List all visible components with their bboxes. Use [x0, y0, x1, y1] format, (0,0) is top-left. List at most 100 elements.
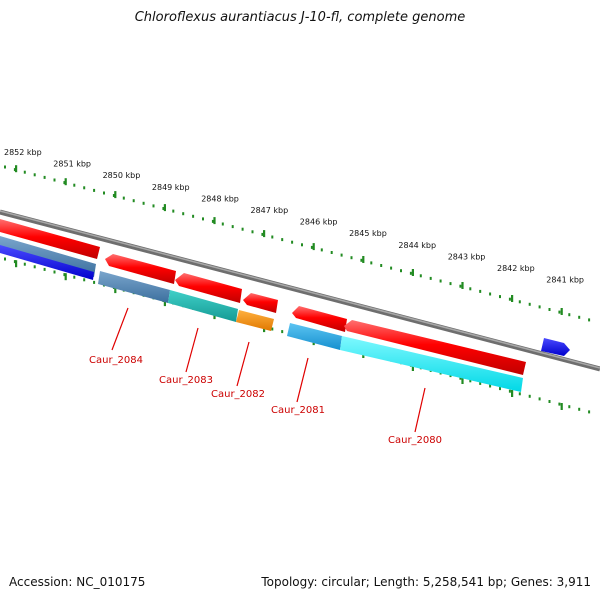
major-tick — [114, 286, 117, 294]
genome-backbone — [0, 209, 600, 372]
minor-tick — [23, 262, 26, 266]
minor-tick — [459, 376, 462, 380]
gene-arrow-red[interactable] — [292, 306, 347, 332]
gene-bar-steel[interactable] — [98, 271, 170, 303]
gene-arrow-blue-small[interactable] — [541, 338, 570, 356]
minor-tick — [588, 318, 591, 322]
minor-tick — [578, 315, 581, 319]
minor-tick — [142, 201, 145, 205]
gene-bar-orange[interactable] — [236, 310, 274, 331]
minor-tick — [439, 279, 442, 283]
genome-summary-text: Topology: circular; Length: 5,258,541 bp… — [261, 575, 591, 589]
minor-tick — [419, 274, 422, 278]
label-leaders — [111, 307, 426, 433]
minor-tick — [192, 214, 195, 218]
minor-tick — [360, 258, 363, 262]
minor-tick — [310, 245, 313, 249]
minor-tick — [63, 273, 66, 277]
minor-tick — [578, 407, 581, 411]
reverse-strand-genes — [0, 236, 523, 392]
minor-tick — [93, 280, 96, 284]
minor-tick — [538, 305, 541, 309]
gene-bar-sky[interactable] — [287, 323, 342, 350]
major-tick — [64, 273, 67, 281]
minor-tick — [4, 257, 6, 261]
minor-tick — [291, 240, 294, 244]
minor-tick — [251, 230, 254, 234]
gene-arrow-red[interactable] — [344, 320, 526, 375]
major-tick — [263, 230, 266, 238]
gene-label-caur-2080[interactable]: Caur_2080 — [388, 435, 442, 446]
minor-tick — [508, 389, 511, 393]
gene-label-caur-2082[interactable]: Caur_2082 — [211, 389, 265, 400]
major-tick — [362, 256, 365, 263]
major-tick — [312, 243, 315, 251]
tick-label: 2849 kbp — [152, 183, 190, 192]
minor-tick — [53, 270, 56, 274]
minor-tick — [459, 284, 462, 288]
tick-label: 2851 kbp — [53, 160, 91, 169]
minor-tick — [508, 297, 511, 301]
tick-label: 2842 kbp — [497, 264, 535, 273]
minor-tick — [518, 300, 521, 304]
minor-tick — [112, 194, 115, 197]
minor-tick — [499, 387, 501, 391]
tick-label: 2845 kbp — [349, 229, 387, 238]
gene-arrow-red[interactable] — [0, 219, 100, 259]
minor-tick — [568, 405, 571, 409]
minor-tick — [479, 289, 482, 293]
gene-bar-cyan[interactable] — [340, 336, 523, 392]
major-tick — [163, 204, 166, 212]
minor-tick — [271, 327, 274, 331]
minor-tick — [241, 227, 244, 231]
minor-tick — [172, 209, 175, 213]
minor-tick — [231, 225, 234, 229]
major-tick — [114, 191, 117, 199]
tick-label: 2847 kbp — [251, 206, 289, 215]
tick-scale-outer — [4, 165, 591, 322]
gene-label-caur-2081[interactable]: Caur_2081 — [271, 405, 325, 416]
minor-tick — [548, 308, 551, 311]
minor-tick — [340, 253, 343, 257]
minor-tick — [281, 238, 284, 242]
tick-label: 2843 kbp — [448, 252, 486, 261]
minor-tick — [469, 379, 472, 383]
minor-tick — [182, 212, 185, 216]
minor-tick — [429, 276, 432, 280]
major-tick — [560, 308, 563, 315]
minor-tick — [261, 232, 264, 236]
minor-tick — [211, 219, 214, 223]
minor-tick — [93, 188, 96, 192]
major-tick — [15, 165, 18, 173]
minor-tick — [271, 235, 274, 239]
minor-tick — [43, 175, 46, 179]
minor-tick — [568, 313, 571, 317]
minor-tick — [53, 178, 56, 182]
gene-label-caur-2083[interactable]: Caur_2083 — [159, 375, 213, 386]
minor-tick — [330, 251, 333, 254]
major-tick — [461, 377, 464, 384]
tick-label: 2844 kbp — [398, 241, 436, 250]
minor-tick — [390, 266, 393, 270]
minor-tick — [350, 256, 353, 260]
major-tick — [163, 299, 166, 307]
major-tick — [15, 260, 18, 268]
gene-arrow-red[interactable] — [175, 273, 242, 303]
gene-arrow-red[interactable] — [243, 293, 278, 313]
minor-tick — [320, 248, 323, 252]
tick-label: 2850 kbp — [103, 171, 141, 180]
gene-bar-blue[interactable] — [0, 245, 94, 280]
minor-tick — [33, 173, 36, 177]
minor-tick — [122, 196, 125, 200]
minor-tick — [380, 264, 383, 267]
gene-label-caur-2084[interactable]: Caur_2084 — [89, 355, 143, 366]
minor-tick — [499, 295, 501, 299]
map-title: Chloroflexus aurantiacus J-10-fl, comple… — [134, 10, 466, 25]
gene-labels: Caur_2084 Caur_2083 Caur_2082 Caur_2081 … — [89, 355, 442, 446]
minor-tick — [518, 392, 521, 396]
gene-arrow-red[interactable] — [105, 254, 176, 284]
gene-bar-teal[interactable] — [168, 290, 238, 322]
minor-tick — [301, 243, 303, 247]
